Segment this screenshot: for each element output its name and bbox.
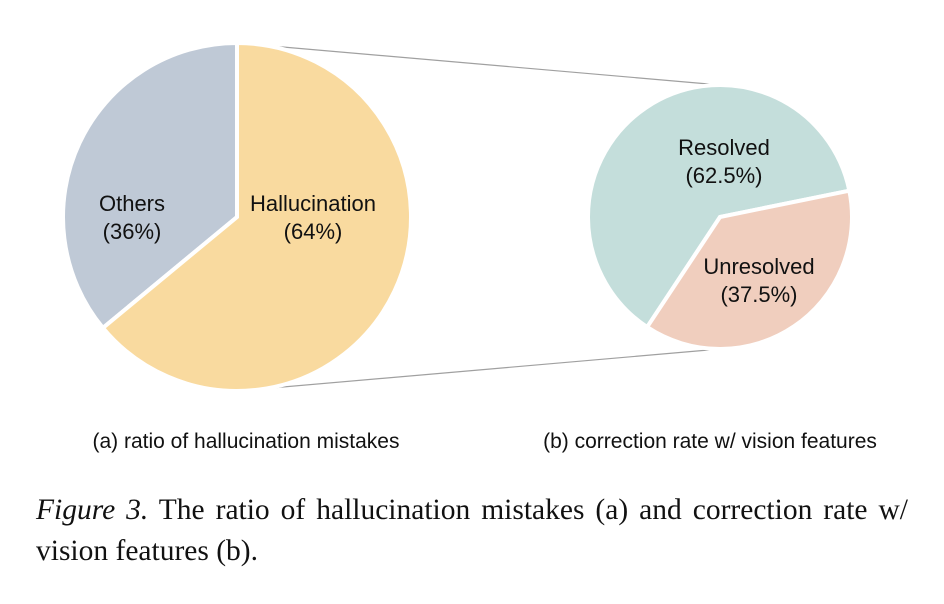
pie-slice-hallucination <box>100 40 413 393</box>
connector-line-bottom <box>236 348 721 392</box>
pie-chart-correction-rate <box>586 83 854 351</box>
figure-caption-text: The ratio of hallucination mistakes (a) … <box>36 494 908 567</box>
slice-label-hallucination: Hallucination <box>250 191 376 216</box>
slice-label-unresolved: Unresolved <box>703 254 814 279</box>
slice-value-resolved: (62.5%) <box>685 163 762 188</box>
pie-slice-others <box>61 40 239 331</box>
subcaption-a: (a) ratio of hallucination mistakes <box>93 430 400 453</box>
slice-label-resolved: Resolved <box>678 135 770 160</box>
pie-chart-hallucination-ratio <box>61 40 413 393</box>
slice-value-unresolved: (37.5%) <box>720 282 797 307</box>
pie-slice-unresolved <box>644 188 854 351</box>
pie-slice-resolved <box>586 83 852 330</box>
connector-line-top <box>236 42 721 86</box>
slice-value-hallucination: (64%) <box>284 219 343 244</box>
subcaption-b: (b) correction rate w/ vision features <box>543 430 877 453</box>
figure-caption: Figure 3. The ratio of hallucination mis… <box>36 490 908 571</box>
slice-label-others: Others <box>99 191 165 216</box>
slice-value-others: (36%) <box>103 219 162 244</box>
figure-caption-label: Figure 3. <box>36 494 149 526</box>
